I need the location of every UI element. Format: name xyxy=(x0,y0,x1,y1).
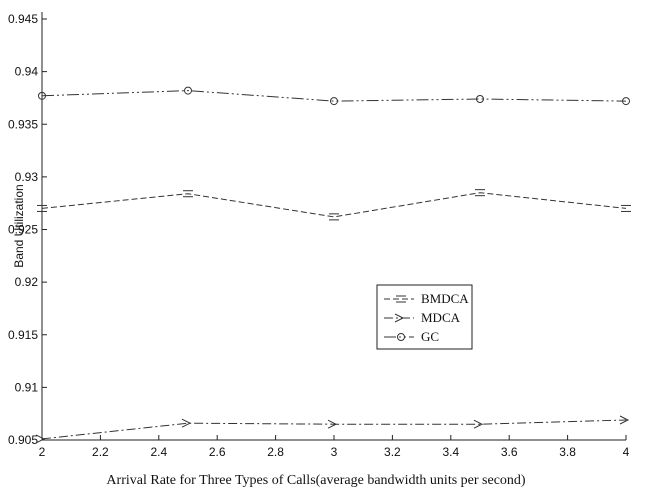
data-point xyxy=(183,190,193,198)
data-point xyxy=(38,91,46,100)
series-mdca xyxy=(35,415,630,444)
legend-item-bmdca: BMDCA xyxy=(384,291,469,306)
x-tick-label: 3.6 xyxy=(501,445,518,459)
y-ticks: 0.905 0.91 0.915 0.92 0.925 0.93 0.935 0.94 0.94… xyxy=(8,12,47,447)
y-tick-label: 0.925 xyxy=(8,223,38,237)
data-point xyxy=(37,204,47,212)
series-layer xyxy=(35,86,631,444)
series-gc xyxy=(38,86,630,106)
x-tick-label: 3.2 xyxy=(384,445,401,459)
data-point xyxy=(329,213,339,221)
y-tick-label: 0.92 xyxy=(15,275,39,289)
data-point xyxy=(621,204,631,212)
data-point xyxy=(473,419,484,429)
series-line xyxy=(41,192,627,218)
legend-item-gc: GC xyxy=(384,329,439,344)
series-line xyxy=(41,419,627,440)
data-point xyxy=(330,97,338,106)
y-tick-label: 0.93 xyxy=(15,170,39,184)
x-tick-label: 3 xyxy=(331,445,338,459)
series-bmdca xyxy=(37,189,631,221)
legend: BMDCA MDCA GC xyxy=(376,284,473,350)
y-tick-label: 0.935 xyxy=(8,117,38,131)
y-axis-label: Band Utilization xyxy=(12,184,26,267)
x-tick-label: 4 xyxy=(623,445,630,459)
legend-box xyxy=(376,284,473,350)
x-tick-label: 2.6 xyxy=(209,445,226,459)
axes xyxy=(41,12,626,441)
x-tick-label: 3.4 xyxy=(442,445,459,459)
x-axis-label: Arrival Rate for Three Types of Calls(av… xyxy=(106,473,525,488)
data-point xyxy=(397,333,405,341)
data-point xyxy=(327,419,338,429)
y-tick-label: 0.94 xyxy=(15,65,39,79)
data-point xyxy=(184,86,192,95)
y-tick-label: 0.915 xyxy=(8,328,38,342)
series-line xyxy=(41,90,627,102)
data-point xyxy=(475,189,485,197)
legend-item-mdca: MDCA xyxy=(384,310,461,325)
legend-label: GC xyxy=(421,329,439,344)
x-tick-label: 2.4 xyxy=(150,445,167,459)
x-ticks: 2 2.2 2.4 2.6 2.8 3 3.2 3.4 3.6 3.8 4 xyxy=(39,435,630,459)
y-tick-label: 0.91 xyxy=(15,380,39,394)
data-point xyxy=(622,97,630,106)
x-tick-label: 2.8 xyxy=(267,445,284,459)
legend-label: BMDCA xyxy=(421,291,469,306)
legend-label: MDCA xyxy=(421,310,461,325)
x-tick-label: 2.2 xyxy=(92,445,109,459)
y-tick-label: 0.905 xyxy=(8,433,38,447)
data-point xyxy=(181,418,192,428)
y-tick-label: 0.945 xyxy=(8,12,38,26)
data-point xyxy=(394,313,405,323)
data-point xyxy=(476,94,484,103)
x-tick-label: 2 xyxy=(39,445,46,459)
x-tick-label: 3.8 xyxy=(559,445,576,459)
data-point xyxy=(35,434,46,444)
data-point xyxy=(619,415,630,425)
data-point xyxy=(396,295,406,303)
